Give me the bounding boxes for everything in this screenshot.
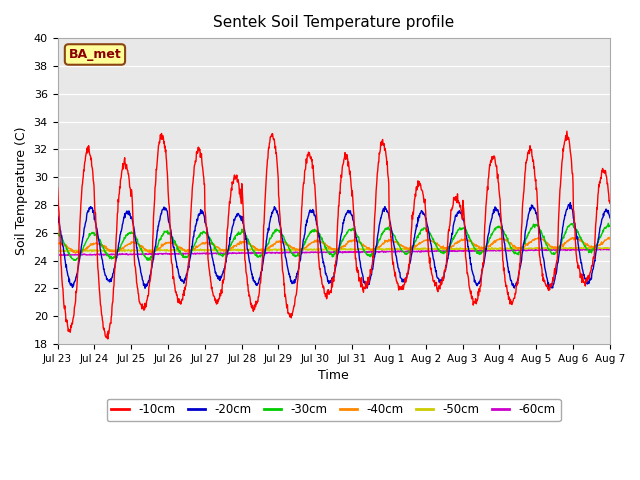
X-axis label: Time: Time [318,369,349,382]
Text: BA_met: BA_met [68,48,122,61]
Legend: -10cm, -20cm, -30cm, -40cm, -50cm, -60cm: -10cm, -20cm, -30cm, -40cm, -50cm, -60cm [107,399,561,421]
Y-axis label: Soil Temperature (C): Soil Temperature (C) [15,127,28,255]
Title: Sentek Soil Temperature profile: Sentek Soil Temperature profile [213,15,454,30]
